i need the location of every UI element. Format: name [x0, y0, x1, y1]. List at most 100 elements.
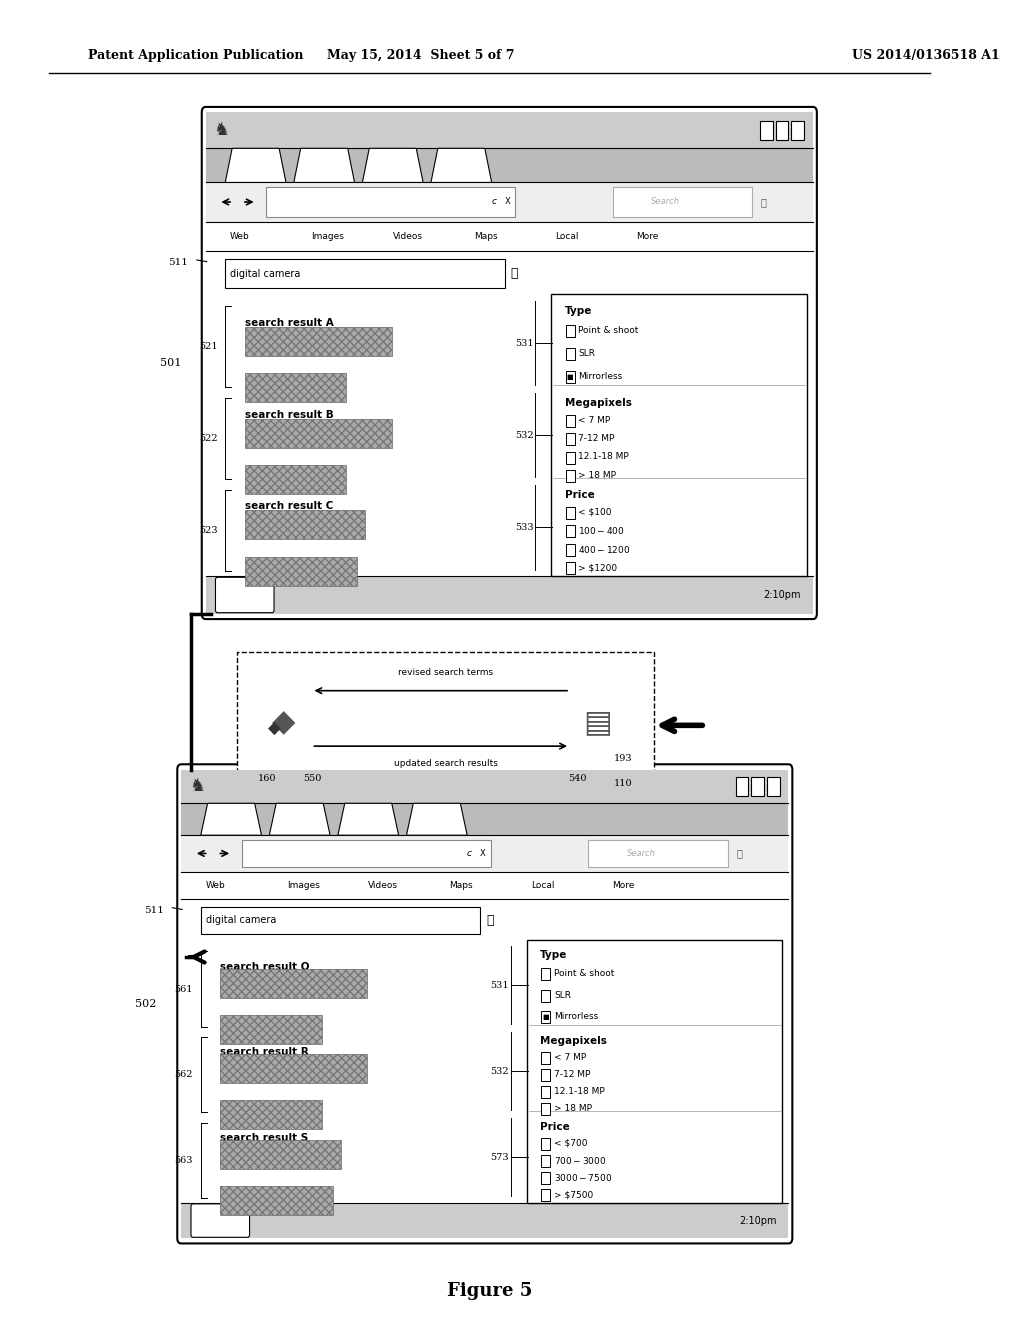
Text: 540: 540 — [568, 774, 587, 783]
Text: 531: 531 — [515, 338, 534, 347]
Text: updated search results: updated search results — [393, 759, 498, 768]
FancyBboxPatch shape — [220, 969, 368, 998]
Text: SLR: SLR — [554, 991, 571, 999]
FancyBboxPatch shape — [245, 511, 366, 540]
Text: ■: ■ — [567, 375, 573, 380]
Text: digital camera: digital camera — [230, 269, 300, 279]
Text: Patent Application Publication: Patent Application Publication — [88, 49, 304, 62]
Text: Mirrorless: Mirrorless — [554, 1012, 598, 1022]
Text: Local: Local — [555, 232, 579, 242]
FancyBboxPatch shape — [206, 182, 813, 222]
FancyBboxPatch shape — [792, 120, 804, 140]
Text: ⚿: ⚿ — [761, 197, 767, 207]
FancyBboxPatch shape — [588, 840, 728, 867]
Text: May 15, 2014  Sheet 5 of 7: May 15, 2014 Sheet 5 of 7 — [328, 49, 515, 62]
Text: 7-12 MP: 7-12 MP — [554, 1069, 591, 1078]
FancyBboxPatch shape — [526, 940, 782, 1203]
Text: More: More — [637, 232, 659, 242]
FancyBboxPatch shape — [565, 544, 574, 556]
Text: SLR: SLR — [579, 350, 596, 358]
Text: revised search terms: revised search terms — [398, 668, 494, 677]
FancyBboxPatch shape — [565, 562, 574, 574]
FancyBboxPatch shape — [735, 777, 749, 796]
FancyBboxPatch shape — [181, 770, 788, 804]
FancyBboxPatch shape — [565, 414, 574, 426]
FancyBboxPatch shape — [206, 112, 813, 148]
FancyBboxPatch shape — [542, 1155, 550, 1167]
Text: Images: Images — [287, 882, 319, 890]
Text: > $7500: > $7500 — [554, 1191, 593, 1200]
FancyBboxPatch shape — [202, 107, 817, 619]
Text: Web: Web — [230, 232, 250, 242]
FancyBboxPatch shape — [206, 576, 813, 614]
FancyBboxPatch shape — [565, 525, 574, 537]
Text: 511: 511 — [168, 259, 188, 267]
Text: Local: Local — [530, 882, 554, 890]
Polygon shape — [362, 148, 423, 182]
FancyBboxPatch shape — [565, 433, 574, 445]
FancyBboxPatch shape — [220, 1055, 368, 1084]
Text: $400 - $1200: $400 - $1200 — [579, 544, 631, 554]
Text: < 7 MP: < 7 MP — [579, 416, 610, 425]
Text: Figure 5: Figure 5 — [447, 1282, 532, 1300]
Text: ♞: ♞ — [214, 121, 229, 139]
Text: ⚿: ⚿ — [736, 849, 742, 858]
Text: Megapixels: Megapixels — [565, 397, 632, 408]
FancyBboxPatch shape — [542, 969, 550, 981]
FancyBboxPatch shape — [612, 187, 753, 216]
FancyBboxPatch shape — [245, 418, 392, 447]
Text: link: link — [220, 1067, 238, 1076]
Text: $700 - $3000: $700 - $3000 — [554, 1155, 606, 1166]
Text: 531: 531 — [490, 981, 509, 990]
FancyBboxPatch shape — [776, 120, 788, 140]
FancyBboxPatch shape — [752, 777, 764, 796]
Text: link: link — [220, 981, 238, 990]
FancyBboxPatch shape — [201, 907, 480, 935]
FancyBboxPatch shape — [245, 327, 392, 356]
Text: search result S: search result S — [220, 1133, 308, 1143]
FancyBboxPatch shape — [220, 1101, 322, 1130]
FancyBboxPatch shape — [565, 348, 574, 360]
Text: Videos: Videos — [393, 232, 423, 242]
Text: search result Q: search result Q — [220, 962, 310, 972]
FancyBboxPatch shape — [206, 148, 813, 182]
Text: search result R: search result R — [220, 1047, 309, 1057]
Text: 532: 532 — [490, 1067, 509, 1076]
Text: Point & shoot: Point & shoot — [579, 326, 639, 335]
FancyBboxPatch shape — [542, 1069, 550, 1081]
Polygon shape — [338, 804, 398, 836]
Text: 12.1-18 MP: 12.1-18 MP — [579, 453, 629, 462]
Text: Type: Type — [541, 950, 567, 960]
Text: 522: 522 — [199, 434, 217, 444]
Text: 562: 562 — [174, 1071, 193, 1080]
Text: search result B: search result B — [245, 409, 334, 420]
Text: US 2014/0136518 A1: US 2014/0136518 A1 — [852, 49, 999, 62]
FancyBboxPatch shape — [551, 294, 807, 576]
Text: > 18 MP: > 18 MP — [579, 471, 616, 480]
Polygon shape — [407, 804, 467, 836]
Text: 563: 563 — [174, 1156, 193, 1164]
Text: X: X — [505, 198, 510, 206]
Text: > 18 MP: > 18 MP — [554, 1105, 592, 1113]
FancyBboxPatch shape — [542, 1172, 550, 1184]
Text: $100 - $400: $100 - $400 — [579, 525, 626, 536]
Text: link: link — [220, 1152, 238, 1162]
Text: ■: ■ — [543, 1014, 549, 1020]
Text: 110: 110 — [614, 779, 633, 788]
FancyBboxPatch shape — [542, 1104, 550, 1115]
FancyBboxPatch shape — [542, 1189, 550, 1201]
Text: 12.1-18 MP: 12.1-18 MP — [554, 1088, 605, 1096]
Text: 523: 523 — [199, 525, 217, 535]
Text: 160: 160 — [258, 774, 276, 783]
Text: Maps: Maps — [474, 232, 498, 242]
Text: Mirrorless: Mirrorless — [579, 372, 623, 381]
FancyBboxPatch shape — [542, 1138, 550, 1150]
FancyBboxPatch shape — [177, 764, 793, 1243]
Text: 550: 550 — [304, 774, 322, 783]
Text: 521: 521 — [199, 342, 217, 351]
FancyBboxPatch shape — [542, 1011, 550, 1023]
Text: > $1200: > $1200 — [579, 564, 617, 572]
Text: link: link — [245, 430, 262, 440]
Text: c: c — [492, 198, 497, 206]
Text: < $100: < $100 — [579, 508, 612, 517]
